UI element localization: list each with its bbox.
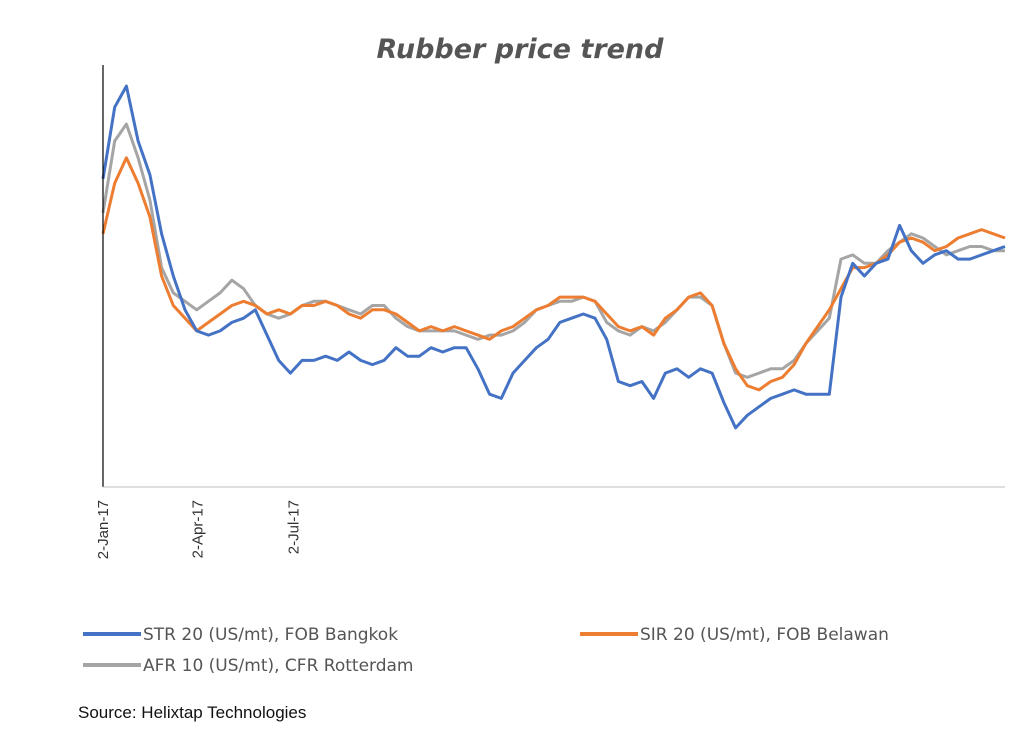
legend-label-1: STR 20 (US/mt), FOB Bangkok <box>143 625 398 645</box>
x-axis-ticks: 2-Jan-17 2-Apr-17 2-Jul-17 <box>95 500 302 559</box>
chart-title: Rubber price trend <box>377 34 665 65</box>
legend-label-3: AFR 10 (US/mt), CFR Rotterdam <box>143 656 413 676</box>
legend: STR 20 (US/mt), FOB Bangkok SIR 20 (US/mt… <box>83 625 889 676</box>
x-tick-label: 2-Jan-17 <box>95 500 112 559</box>
series-line-2 <box>101 156 1006 392</box>
source-note: Source: Helixtap Technologies <box>78 703 306 722</box>
series-line-1 <box>101 84 1006 430</box>
x-tick-label: 2-Apr-17 <box>190 500 207 558</box>
plot-area <box>101 84 1006 430</box>
x-tick-label: 2-Jul-17 <box>285 500 302 554</box>
series-line-3 <box>101 122 1005 379</box>
legend-label-2: SIR 20 (US/mt), FOB Belawan <box>640 625 889 645</box>
